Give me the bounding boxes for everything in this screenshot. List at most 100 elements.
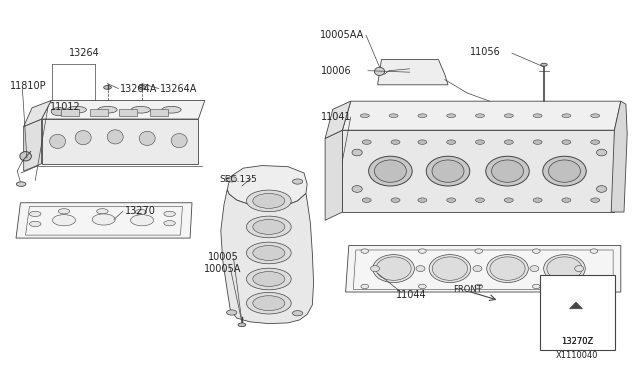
Polygon shape [325, 101, 351, 138]
Ellipse shape [590, 249, 598, 253]
Ellipse shape [544, 254, 585, 283]
Polygon shape [227, 166, 307, 206]
Ellipse shape [475, 284, 483, 289]
Ellipse shape [371, 266, 380, 272]
Ellipse shape [547, 257, 582, 280]
Ellipse shape [360, 114, 369, 118]
Ellipse shape [432, 160, 464, 182]
Ellipse shape [416, 266, 425, 272]
Ellipse shape [361, 249, 369, 253]
Ellipse shape [426, 156, 470, 186]
Text: X1110040: X1110040 [556, 351, 598, 360]
Ellipse shape [473, 266, 482, 272]
Ellipse shape [164, 211, 175, 217]
Ellipse shape [487, 254, 529, 283]
Ellipse shape [361, 284, 369, 289]
Text: 11810P: 11810P [10, 81, 46, 91]
Ellipse shape [29, 211, 41, 217]
Ellipse shape [391, 140, 400, 144]
Ellipse shape [253, 219, 285, 234]
Text: 13270Z: 13270Z [561, 337, 593, 346]
Bar [150, 109, 168, 116]
Polygon shape [16, 203, 192, 238]
Ellipse shape [447, 114, 456, 118]
Text: SEC.135: SEC.135 [219, 175, 257, 184]
Bar [119, 109, 137, 116]
Ellipse shape [591, 140, 600, 144]
Polygon shape [346, 246, 621, 292]
Ellipse shape [135, 219, 147, 225]
Polygon shape [342, 101, 621, 130]
Ellipse shape [52, 215, 76, 226]
Text: 11056: 11056 [470, 47, 501, 57]
Ellipse shape [292, 179, 303, 184]
Ellipse shape [253, 272, 285, 286]
Polygon shape [570, 302, 582, 309]
Text: 11044: 11044 [396, 290, 426, 299]
Ellipse shape [418, 140, 427, 144]
Ellipse shape [575, 266, 584, 272]
Ellipse shape [135, 209, 147, 215]
Text: 13264A: 13264A [120, 84, 157, 93]
Ellipse shape [92, 214, 115, 225]
Text: 11041: 11041 [321, 112, 352, 122]
Ellipse shape [362, 198, 371, 202]
Ellipse shape [58, 209, 70, 214]
Polygon shape [378, 60, 448, 85]
Ellipse shape [476, 140, 484, 144]
Ellipse shape [530, 266, 539, 272]
Ellipse shape [50, 134, 65, 148]
Ellipse shape [532, 249, 540, 253]
Ellipse shape [131, 106, 150, 113]
Text: 13270: 13270 [125, 206, 156, 216]
Ellipse shape [29, 221, 41, 227]
Text: 13270Z: 13270Z [561, 337, 593, 346]
Bar [61, 109, 79, 116]
Ellipse shape [447, 198, 456, 202]
Ellipse shape [391, 198, 400, 202]
Ellipse shape [172, 134, 188, 148]
Ellipse shape [352, 186, 362, 192]
Ellipse shape [447, 140, 456, 144]
Ellipse shape [486, 156, 529, 186]
Ellipse shape [419, 284, 426, 289]
Ellipse shape [131, 215, 154, 226]
Bar [90, 109, 108, 116]
Ellipse shape [419, 249, 426, 253]
Ellipse shape [227, 177, 237, 182]
Ellipse shape [476, 198, 484, 202]
Ellipse shape [140, 131, 156, 145]
Ellipse shape [504, 140, 513, 144]
Text: 10005: 10005 [208, 253, 239, 262]
Polygon shape [611, 101, 627, 212]
Ellipse shape [238, 323, 246, 327]
Ellipse shape [51, 108, 67, 116]
Ellipse shape [591, 198, 600, 202]
Ellipse shape [98, 106, 117, 113]
Ellipse shape [533, 198, 542, 202]
Ellipse shape [162, 106, 181, 113]
Ellipse shape [246, 242, 291, 264]
Ellipse shape [246, 216, 291, 238]
Ellipse shape [591, 114, 600, 118]
Ellipse shape [376, 257, 412, 280]
Ellipse shape [490, 257, 525, 280]
Ellipse shape [418, 114, 427, 118]
Ellipse shape [362, 140, 371, 144]
Ellipse shape [372, 254, 415, 283]
Text: 10005A: 10005A [204, 264, 241, 273]
Polygon shape [221, 190, 314, 324]
Ellipse shape [164, 221, 175, 226]
Ellipse shape [533, 140, 542, 144]
Polygon shape [342, 130, 614, 212]
Ellipse shape [504, 198, 513, 202]
Ellipse shape [246, 292, 291, 314]
Text: 10005AA: 10005AA [320, 31, 364, 40]
Text: 11012: 11012 [50, 102, 81, 112]
Ellipse shape [253, 193, 285, 208]
Ellipse shape [504, 114, 513, 118]
Ellipse shape [227, 310, 237, 315]
Polygon shape [353, 250, 613, 289]
Ellipse shape [562, 114, 571, 118]
Polygon shape [42, 100, 205, 119]
